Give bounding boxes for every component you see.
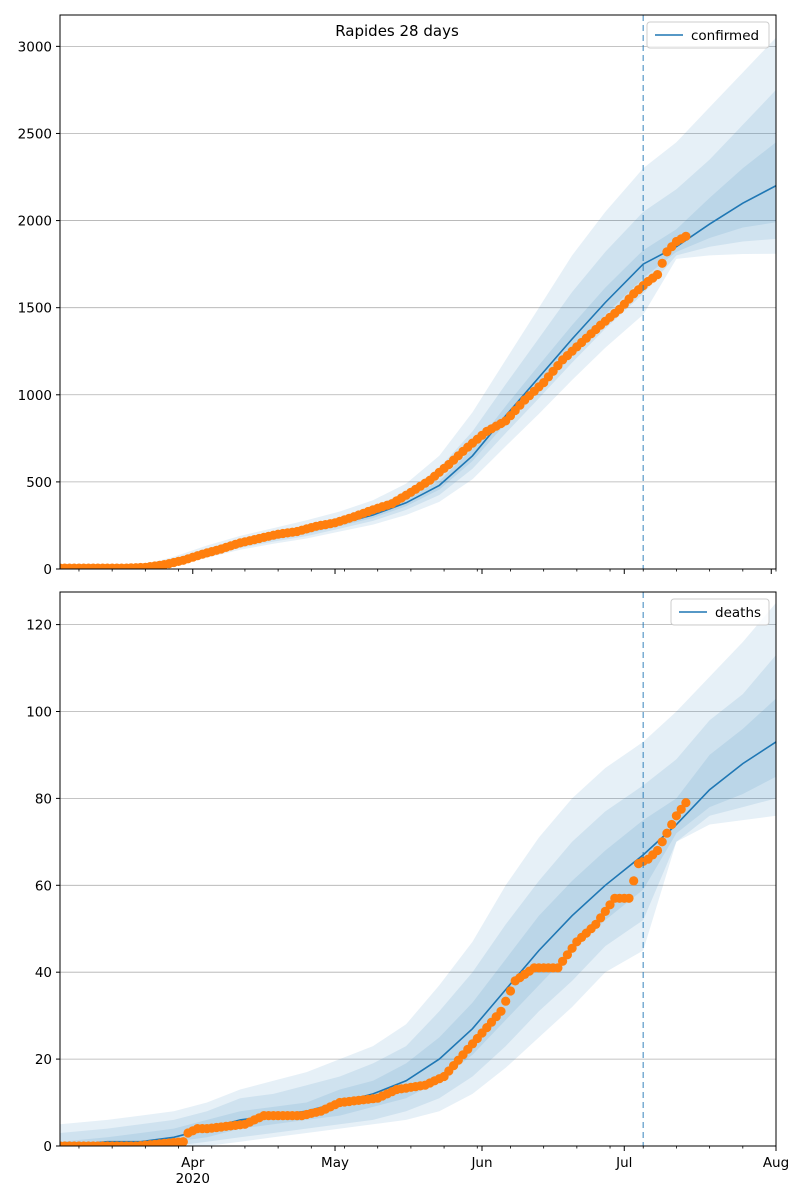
observed-point: [629, 876, 639, 886]
uncertainty-band-1: [60, 37, 776, 569]
observed-point: [662, 828, 672, 838]
x-tick-label: Apr: [181, 1155, 205, 1171]
y-tick-label: 100: [26, 704, 52, 720]
y-tick-label: 40: [35, 965, 52, 981]
x-tick-label: Aug: [763, 1155, 789, 1171]
legend-label: confirmed: [691, 28, 759, 44]
uncertainty-band-3: [60, 698, 776, 1146]
observed-points: [60, 798, 691, 1146]
observed-point: [657, 258, 667, 268]
observed-point: [624, 893, 634, 903]
observed-point: [605, 900, 615, 910]
observed-point: [505, 986, 516, 996]
legend: deaths: [670, 598, 770, 626]
observed-point: [657, 837, 667, 847]
legend-box: [646, 21, 770, 49]
y-tick-label: 500: [26, 475, 52, 491]
y-tick-label: 20: [35, 1052, 52, 1068]
observed-point: [553, 963, 563, 973]
observed-point: [496, 1006, 506, 1016]
uncertainty-band-1: [60, 602, 776, 1146]
figure-title: Rapides 28 days: [335, 22, 459, 40]
observed-point: [567, 943, 577, 953]
observed-point: [178, 1137, 188, 1146]
y-tick-label: 2500: [18, 126, 52, 142]
plot-area: [60, 602, 776, 1146]
y-tick-label: 1000: [18, 388, 52, 404]
x-tick-sublabel: 2020: [176, 1171, 210, 1187]
axes-frame: [59, 14, 777, 570]
y-tick-label: 80: [35, 791, 52, 807]
x-tick-label: Jul: [615, 1155, 632, 1171]
observed-point: [596, 913, 606, 923]
plot-area: [60, 37, 776, 569]
legend-label: deaths: [715, 605, 761, 621]
y-tick-label: 120: [26, 618, 52, 634]
observed-point: [652, 845, 663, 856]
axes-frame: [59, 591, 777, 1147]
legend-box: [670, 598, 770, 626]
observed-point: [671, 811, 682, 821]
x-tick-label: Jun: [470, 1155, 492, 1171]
observed-points: [60, 231, 691, 569]
y-tick-label: 1500: [18, 301, 52, 317]
observed-point: [652, 270, 663, 280]
observed-point: [667, 819, 677, 830]
observed-point: [681, 798, 691, 808]
y-tick-label: 60: [35, 878, 52, 894]
confirmed-chart: 0 500 1000 1500 2000 2500 3000 confirmed: [18, 14, 777, 578]
x-tick-label: May: [321, 1155, 349, 1171]
y-tick-label: 2000: [18, 214, 52, 230]
observed-point: [676, 804, 686, 814]
y-tick-label: 0: [43, 1139, 52, 1155]
observed-point: [562, 950, 573, 960]
y-tick-label: 0: [43, 562, 52, 578]
observed-point: [558, 956, 568, 966]
observed-point: [681, 231, 691, 241]
y-tick-label: 3000: [18, 39, 52, 55]
legend: confirmed: [646, 21, 770, 49]
observed-point: [600, 906, 610, 917]
observed-point: [591, 919, 601, 930]
observed-point: [501, 996, 511, 1006]
